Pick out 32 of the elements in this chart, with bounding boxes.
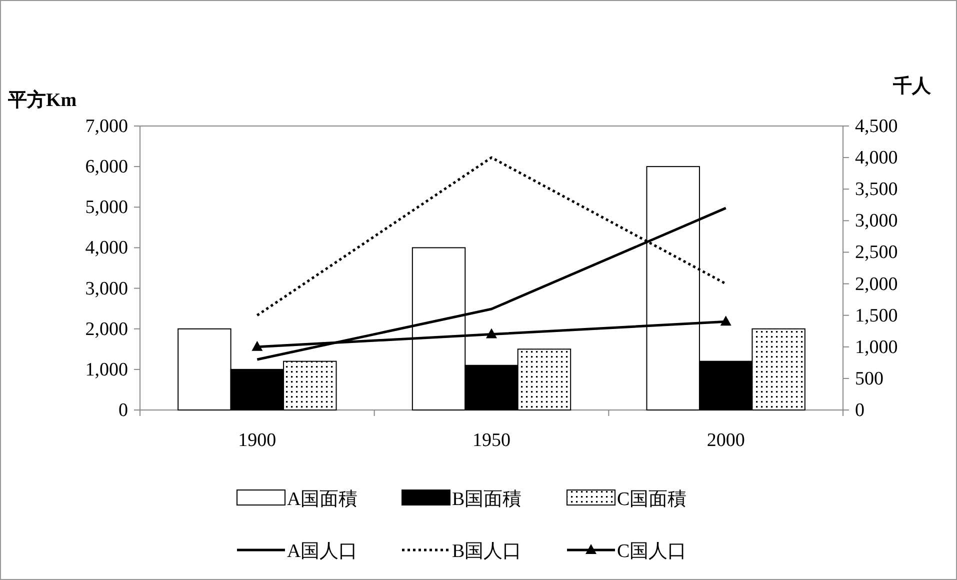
- y-tick-label: 4,000: [85, 238, 128, 259]
- y-tick-label: 2,000: [85, 318, 128, 340]
- y-tick-label: 0: [118, 400, 128, 421]
- y-tick-label: 3,000: [85, 278, 128, 300]
- y-tick-label: 5,000: [85, 197, 128, 218]
- y2-tick-label: 0: [855, 400, 864, 421]
- y2-tick-label: 3,500: [855, 179, 898, 200]
- y-tick-label: 6,000: [85, 156, 128, 178]
- point: [252, 340, 263, 351]
- y2-tick-label: 2,000: [855, 274, 898, 295]
- y-axis-title: 平方Km: [7, 89, 77, 111]
- y2-tick-label: 4,000: [855, 148, 898, 169]
- y-tick-label: 7,000: [85, 116, 128, 137]
- legend-label: C国面積: [617, 489, 687, 510]
- y-tick-label: 1,000: [85, 359, 128, 380]
- legend-label: B国面積: [452, 489, 522, 510]
- point: [486, 328, 497, 338]
- y2-tick-label: 1,000: [855, 336, 898, 358]
- y2-tick-label: 3,000: [855, 210, 898, 232]
- x-tick-label: 2000: [706, 430, 745, 451]
- x-tick-label: 1950: [472, 430, 510, 451]
- point: [720, 316, 732, 326]
- legend-label: C国人口: [617, 541, 687, 562]
- x-tick-label: 1900: [238, 430, 276, 451]
- y2-tick-label: 4,500: [855, 116, 898, 137]
- legend-label: A国面積: [287, 489, 358, 510]
- legend-label: B国人口: [452, 541, 522, 562]
- y2-tick-label: 2,500: [855, 242, 898, 264]
- legend-label: A国人口: [287, 541, 358, 562]
- y2-tick-label: 1,500: [855, 305, 898, 326]
- y2-axis-title: 千人: [892, 75, 932, 97]
- y2-tick-label: 500: [855, 368, 884, 390]
